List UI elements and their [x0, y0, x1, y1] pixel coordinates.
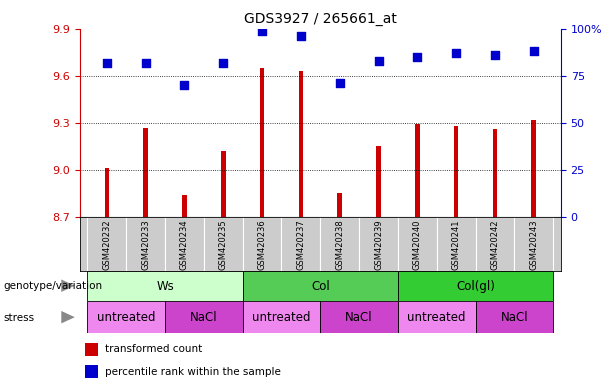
Bar: [398, 217, 436, 271]
Text: transformed count: transformed count: [105, 344, 202, 354]
Bar: [476, 217, 514, 271]
Bar: [165, 217, 204, 271]
Point: [451, 50, 461, 56]
Bar: [299, 71, 303, 217]
Bar: [321, 301, 398, 333]
Text: Ws: Ws: [156, 280, 174, 293]
Bar: [88, 301, 165, 333]
Bar: [531, 120, 536, 217]
Text: untreated: untreated: [97, 311, 156, 324]
Point: [296, 33, 306, 40]
Bar: [105, 168, 109, 217]
Bar: [126, 217, 165, 271]
Bar: [321, 217, 359, 271]
Bar: [454, 126, 459, 217]
Text: GSM420233: GSM420233: [141, 220, 150, 270]
Polygon shape: [61, 280, 75, 292]
Text: NaCl: NaCl: [500, 311, 528, 324]
Bar: [493, 129, 497, 217]
Text: NaCl: NaCl: [345, 311, 373, 324]
Text: untreated: untreated: [408, 311, 466, 324]
Text: percentile rank within the sample: percentile rank within the sample: [105, 366, 281, 377]
Text: Col(gl): Col(gl): [456, 280, 495, 293]
Bar: [85, 343, 98, 356]
Bar: [221, 151, 226, 217]
Point: [490, 52, 500, 58]
Point: [257, 28, 267, 34]
Text: GSM420238: GSM420238: [335, 220, 344, 270]
Bar: [143, 127, 148, 217]
Text: GSM420239: GSM420239: [374, 220, 383, 270]
Bar: [204, 217, 243, 271]
Text: GSM420234: GSM420234: [180, 220, 189, 270]
Title: GDS3927 / 265661_at: GDS3927 / 265661_at: [244, 12, 397, 26]
Bar: [398, 271, 553, 301]
Point: [373, 58, 383, 64]
Point: [413, 54, 422, 60]
Bar: [514, 217, 553, 271]
Text: NaCl: NaCl: [190, 311, 218, 324]
Bar: [165, 301, 243, 333]
Text: GSM420235: GSM420235: [219, 220, 228, 270]
Bar: [182, 195, 187, 217]
Bar: [281, 217, 321, 271]
Bar: [88, 271, 243, 301]
Point: [102, 60, 112, 66]
Point: [180, 82, 189, 88]
Text: GSM420236: GSM420236: [257, 220, 267, 270]
Bar: [243, 271, 398, 301]
Bar: [88, 217, 126, 271]
Bar: [398, 301, 476, 333]
Bar: [243, 301, 321, 333]
Point: [141, 60, 151, 66]
Text: GSM420242: GSM420242: [490, 220, 500, 270]
Bar: [415, 124, 420, 217]
Bar: [85, 365, 98, 378]
Text: stress: stress: [3, 313, 34, 323]
Bar: [476, 301, 553, 333]
Point: [335, 80, 345, 86]
Bar: [376, 146, 381, 217]
Bar: [243, 217, 281, 271]
Text: untreated: untreated: [252, 311, 311, 324]
Text: GSM420243: GSM420243: [529, 220, 538, 270]
Text: GSM420232: GSM420232: [102, 220, 112, 270]
Text: GSM420237: GSM420237: [297, 220, 305, 270]
Bar: [260, 68, 264, 217]
Text: Col: Col: [311, 280, 330, 293]
Text: GSM420240: GSM420240: [413, 220, 422, 270]
Bar: [337, 194, 342, 217]
Point: [218, 60, 228, 66]
Polygon shape: [61, 311, 75, 323]
Text: genotype/variation: genotype/variation: [3, 281, 102, 291]
Point: [529, 48, 539, 55]
Text: GSM420241: GSM420241: [452, 220, 460, 270]
Bar: [436, 217, 476, 271]
Bar: [359, 217, 398, 271]
